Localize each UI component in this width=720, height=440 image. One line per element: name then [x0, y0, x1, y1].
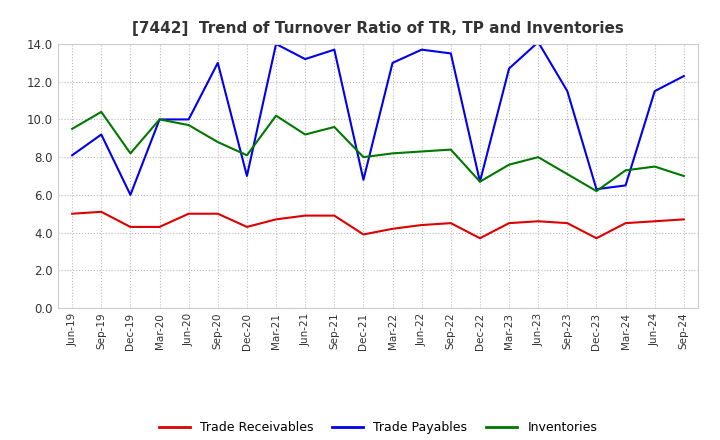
- Inventories: [271, 113, 280, 118]
- Trade Payables: [446, 51, 455, 56]
- Trade Payables: [621, 183, 630, 188]
- Trade Receivables: [359, 232, 368, 237]
- Trade Receivables: [156, 224, 164, 230]
- Line: Trade Payables: Trade Payables: [72, 42, 684, 195]
- Inventories: [621, 168, 630, 173]
- Trade Payables: [650, 88, 659, 94]
- Inventories: [213, 139, 222, 145]
- Trade Payables: [271, 41, 280, 47]
- Inventories: [476, 179, 485, 184]
- Inventories: [184, 122, 193, 128]
- Trade Receivables: [650, 219, 659, 224]
- Trade Receivables: [243, 224, 251, 230]
- Trade Receivables: [621, 220, 630, 226]
- Trade Receivables: [330, 213, 338, 218]
- Trade Payables: [213, 60, 222, 66]
- Inventories: [446, 147, 455, 152]
- Inventories: [388, 151, 397, 156]
- Trade Receivables: [592, 235, 600, 241]
- Trade Receivables: [534, 219, 543, 224]
- Inventories: [650, 164, 659, 169]
- Trade Receivables: [446, 220, 455, 226]
- Trade Payables: [156, 117, 164, 122]
- Inventories: [301, 132, 310, 137]
- Inventories: [505, 162, 513, 167]
- Inventories: [243, 153, 251, 158]
- Inventories: [359, 154, 368, 160]
- Legend: Trade Receivables, Trade Payables, Inventories: Trade Receivables, Trade Payables, Inven…: [153, 416, 603, 439]
- Inventories: [563, 172, 572, 177]
- Inventories: [126, 151, 135, 156]
- Trade Receivables: [68, 211, 76, 216]
- Inventories: [534, 154, 543, 160]
- Trade Payables: [126, 192, 135, 198]
- Trade Payables: [505, 66, 513, 71]
- Trade Payables: [680, 73, 688, 79]
- Trade Receivables: [476, 235, 485, 241]
- Trade Receivables: [126, 224, 135, 230]
- Inventories: [97, 109, 106, 114]
- Trade Payables: [243, 173, 251, 179]
- Trade Receivables: [184, 211, 193, 216]
- Inventories: [156, 117, 164, 122]
- Line: Inventories: Inventories: [72, 112, 684, 191]
- Trade Receivables: [301, 213, 310, 218]
- Trade Receivables: [680, 217, 688, 222]
- Trade Receivables: [563, 220, 572, 226]
- Trade Payables: [418, 47, 426, 52]
- Trade Receivables: [505, 220, 513, 226]
- Trade Receivables: [271, 217, 280, 222]
- Trade Receivables: [97, 209, 106, 214]
- Trade Payables: [359, 177, 368, 183]
- Trade Receivables: [213, 211, 222, 216]
- Line: Trade Receivables: Trade Receivables: [72, 212, 684, 238]
- Trade Payables: [563, 88, 572, 94]
- Trade Receivables: [418, 222, 426, 227]
- Inventories: [680, 173, 688, 179]
- Inventories: [418, 149, 426, 154]
- Inventories: [592, 188, 600, 194]
- Trade Payables: [330, 47, 338, 52]
- Trade Payables: [476, 179, 485, 184]
- Inventories: [68, 126, 76, 132]
- Title: [7442]  Trend of Turnover Ratio of TR, TP and Inventories: [7442] Trend of Turnover Ratio of TR, TP…: [132, 21, 624, 36]
- Trade Payables: [301, 56, 310, 62]
- Trade Payables: [68, 153, 76, 158]
- Trade Payables: [97, 132, 106, 137]
- Trade Payables: [184, 117, 193, 122]
- Trade Payables: [534, 40, 543, 45]
- Trade Payables: [592, 187, 600, 192]
- Inventories: [330, 125, 338, 130]
- Trade Payables: [388, 60, 397, 66]
- Trade Receivables: [388, 226, 397, 231]
